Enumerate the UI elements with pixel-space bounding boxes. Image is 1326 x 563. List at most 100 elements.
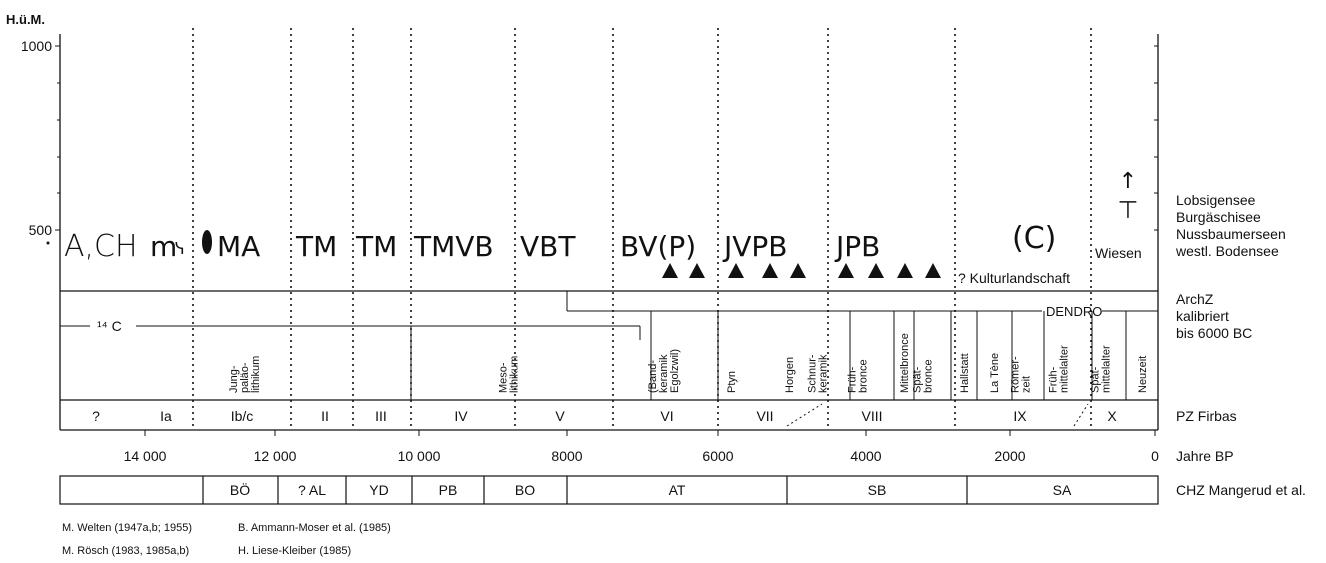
firbas-zone: VII xyxy=(756,408,773,424)
period-label: La Tène xyxy=(989,353,1001,393)
firbas-zone: IX xyxy=(1013,408,1027,424)
zone-boundaries xyxy=(192,28,1092,430)
right-labels: Lobsigensee Burgäschisee Nussbaumerseen … xyxy=(1175,192,1306,498)
period-label: Hallstatt xyxy=(959,353,971,393)
symbol-group: BV(P) xyxy=(620,230,696,263)
archaeology-band xyxy=(60,290,1158,401)
lake-label: Lobsigensee xyxy=(1176,192,1256,208)
symbol-group: TM xyxy=(295,230,337,263)
time-tick-label: 6000 xyxy=(702,448,733,464)
y-minor-ticks xyxy=(57,82,60,194)
firbas-zone: Ib/c xyxy=(231,408,254,424)
time-tick-label: 10 000 xyxy=(398,448,441,464)
reference: M. Rösch (1983, 1985a,b) xyxy=(62,545,189,557)
symbol-group: JPB xyxy=(834,230,880,263)
chz-zone: SB xyxy=(868,482,887,498)
firbas-zone: IV xyxy=(454,408,468,424)
period-label: Früh-mittelalter xyxy=(1048,345,1071,393)
firbas-label: PZ Firbas xyxy=(1176,408,1237,424)
chz-zone: PB xyxy=(439,482,458,498)
triangle-marker xyxy=(868,263,884,278)
archz-label: ArchZ xyxy=(1176,291,1214,307)
symbol-squiggle: ᓭ xyxy=(175,239,185,258)
c14-label: ¹⁴ C xyxy=(97,318,122,334)
archz-label: bis 6000 BC xyxy=(1176,325,1252,341)
tree-icon: ⊤ xyxy=(1118,196,1139,224)
references: M. Welten (1947a,b; 1955) B. Ammann-Mose… xyxy=(62,522,391,557)
time-tick-label: 14 000 xyxy=(124,448,167,464)
lake-label: Burgäschisee xyxy=(1176,209,1261,225)
firbas-zone: III xyxy=(375,408,387,424)
chz-zone: BO xyxy=(515,482,535,498)
triangle-marker xyxy=(762,263,778,278)
symbol-group: A,CH xyxy=(64,229,138,264)
period-label: Jung-paläo-lithikum xyxy=(228,356,262,393)
symbol-group: TMVB xyxy=(413,230,494,263)
symbol-group: m xyxy=(150,230,177,263)
period-label: Ptyn xyxy=(726,371,738,393)
triangle-marker xyxy=(838,263,854,278)
chz-zone: YD xyxy=(369,482,388,498)
firbas-zone: VI xyxy=(660,408,673,424)
chz-band xyxy=(59,475,1159,505)
symbol-group: VBT xyxy=(520,230,576,263)
symbol-group: MA xyxy=(217,230,260,263)
triangle-marker xyxy=(662,263,678,278)
jahre-label: Jahre BP xyxy=(1176,448,1234,464)
period-label: (Band-keramikEgolzwil) xyxy=(647,349,681,393)
triangle-marker xyxy=(689,263,705,278)
firbas-zone: Ia xyxy=(160,408,172,424)
triangle-marker xyxy=(897,263,913,278)
firbas-zone: V xyxy=(555,408,565,424)
chz-zone: BÖ xyxy=(230,481,250,498)
chz-zone: SA xyxy=(1053,482,1072,498)
period-label: Spät-bronce xyxy=(912,359,935,393)
period-label: Früh-bronce xyxy=(847,359,870,393)
black-leaf-symbol xyxy=(202,230,212,254)
time-tick-label: 12 000 xyxy=(254,448,297,464)
chz-zone: AT xyxy=(669,482,686,498)
triangle-marker xyxy=(925,263,941,278)
transition-dotted-line xyxy=(1073,403,1089,427)
period-label: Horgen xyxy=(784,357,796,393)
time-tick-label: 0 xyxy=(1151,448,1159,464)
reference: B. Ammann-Moser et al. (1985) xyxy=(238,522,391,534)
time-tick-label: 2000 xyxy=(994,448,1025,464)
transition-dotted-line xyxy=(786,403,823,427)
period-label: Römer-zeit xyxy=(1010,356,1033,393)
y-tick-label-500: 500 xyxy=(29,222,53,238)
time-axis-labels: 14 000 12 000 10 000 8000 6000 4000 2000… xyxy=(124,448,1160,464)
y-tick-label-1000: 1000 xyxy=(21,38,52,54)
symbol-group: (C) xyxy=(1012,221,1056,256)
period-label: Neuzeit xyxy=(1137,356,1149,393)
triangle-marker xyxy=(790,263,806,278)
arrow-up-icon: ↑ xyxy=(1119,169,1137,194)
period-label: Spät-mittelalter xyxy=(1090,345,1113,393)
time-tick-label: 4000 xyxy=(850,448,881,464)
lake-label: Nussbaumerseen xyxy=(1176,226,1286,242)
chz-zone-labels: BÖ ? AL YD PB BO AT SB SA xyxy=(230,481,1072,498)
reference: M. Welten (1947a,b; 1955) xyxy=(62,522,192,534)
symbol-group: TM xyxy=(355,230,397,263)
archz-label: kalibriert xyxy=(1176,308,1229,324)
dendro-label: DENDRO xyxy=(1046,304,1102,319)
firbas-zone: ? xyxy=(92,408,100,424)
wiesen-label: Wiesen xyxy=(1095,245,1142,261)
reference: H. Liese-Kleiber (1985) xyxy=(238,545,351,557)
period-label: Schnur-keramik xyxy=(807,354,830,393)
kulturlandschaft-label: ? Kulturlandschaft xyxy=(958,270,1070,286)
period-label: Meso-lithikum xyxy=(498,356,521,393)
triangle-marker xyxy=(728,263,744,278)
right-minor-ticks xyxy=(1154,45,1158,231)
symbol-group: JVPB xyxy=(722,230,788,263)
chz-label: CHZ Mangerud et al. xyxy=(1176,482,1306,498)
firbas-zone: II xyxy=(321,408,329,424)
time-axis-ticks xyxy=(144,430,1156,436)
vegetation-symbols: A,CH m ᓭ MA TM TM TMVB VBT BV(P) JVPB JP… xyxy=(64,169,1138,264)
time-tick-label: 8000 xyxy=(551,448,582,464)
chz-zone: ? AL xyxy=(298,482,326,498)
period-label: Mittelbronce xyxy=(899,333,911,393)
firbas-zone-labels: ? Ia Ib/c II III IV V VI VII VIII IX X xyxy=(92,408,1117,424)
firbas-zone: VIII xyxy=(861,408,882,424)
